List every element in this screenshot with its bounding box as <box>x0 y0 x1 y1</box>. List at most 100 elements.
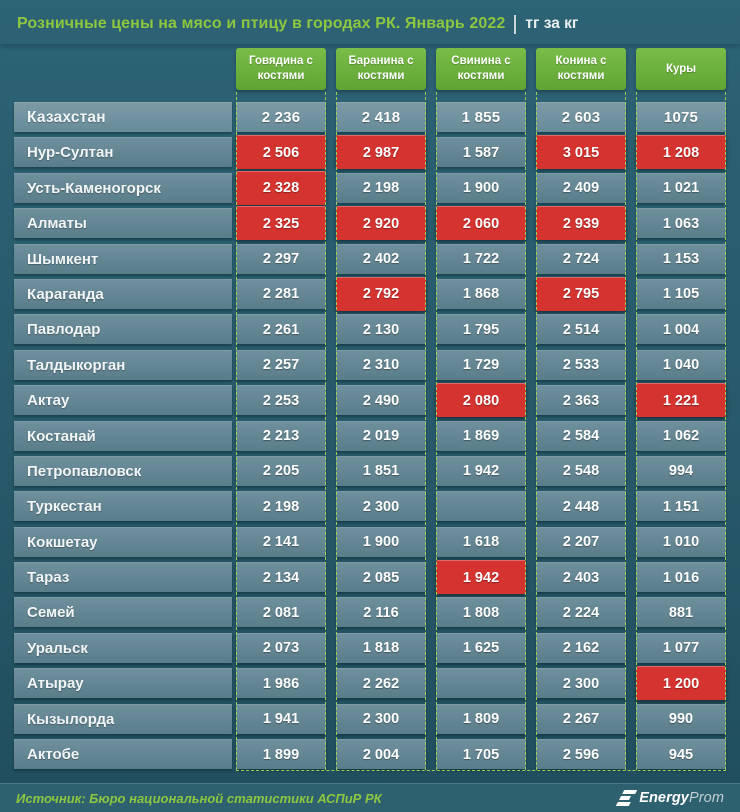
price-cell-highlighted: 1 200 <box>636 666 726 701</box>
price-cell: 2 548 <box>536 455 626 486</box>
price-cell: 1 941 <box>236 703 326 734</box>
price-cell: 2 198 <box>236 491 326 522</box>
table-row: Усть-Каменогорск 2 328 2 198 1 900 2 409 1 02… <box>14 170 726 205</box>
price-cell: 1 899 <box>236 739 326 770</box>
energyprom-logo-icon <box>615 790 638 806</box>
price-cell-highlighted: 2 325 <box>236 206 326 241</box>
table-row: Талдыкорган 2 257 2 310 1 729 2 533 1 040 <box>14 349 726 380</box>
price-cell: 2 514 <box>536 314 626 345</box>
row-label: Караганда <box>14 278 232 309</box>
price-cell: 2 085 <box>336 562 426 593</box>
price-cell: 2 262 <box>336 668 426 699</box>
price-cell-highlighted: 2 920 <box>336 206 426 241</box>
price-cell: 1 851 <box>336 455 426 486</box>
price-cell: 1075 <box>636 102 726 132</box>
column-header: Говядина с костями <box>236 48 326 90</box>
price-cell: 2 448 <box>536 491 626 522</box>
price-cell: 1 729 <box>436 349 526 380</box>
table-row: Петропавловск 2 205 1 851 1 942 2 548 994 <box>14 455 726 486</box>
price-cell: 881 <box>636 597 726 628</box>
price-cell: 2 141 <box>236 526 326 557</box>
price-cell-highlighted: 2 328 <box>236 170 326 205</box>
row-label: Кокшетау <box>14 526 232 557</box>
row-label: Актобе <box>14 739 232 770</box>
price-cell: 2 224 <box>536 597 626 628</box>
price-cell-highlighted: 2 939 <box>536 206 626 241</box>
price-cell: 1 722 <box>436 243 526 274</box>
price-cell: 2 310 <box>336 349 426 380</box>
logo-bar <box>619 796 632 800</box>
price-cell: 1 587 <box>436 137 526 168</box>
table-row: Казахстан 2 236 2 418 1 855 2 603 1075 <box>14 102 726 132</box>
price-cell: 994 <box>636 455 726 486</box>
price-cell: 945 <box>636 739 726 770</box>
price-cell: 2 257 <box>236 349 326 380</box>
column-header: Конина с костями <box>536 48 626 90</box>
price-cell: 1 808 <box>436 597 526 628</box>
table-header-row: Говядина с костями Баранина с костями Свин… <box>14 48 726 90</box>
row-label: Шымкент <box>14 243 232 274</box>
price-cell: 1 004 <box>636 314 726 345</box>
price-cell: 2 300 <box>336 491 426 522</box>
price-cell: 2 073 <box>236 632 326 663</box>
price-cell: 1 153 <box>636 243 726 274</box>
row-label: Талдыкорган <box>14 349 232 380</box>
price-cell-highlighted: 3 015 <box>536 135 626 170</box>
table-row: Тараз 2 134 2 085 1 942 2 403 1 016 <box>14 560 726 595</box>
price-cell: 990 <box>636 703 726 734</box>
table-row: Павлодар 2 261 2 130 1 795 2 514 1 004 <box>14 314 726 345</box>
row-label: Костанай <box>14 420 232 451</box>
price-cell: 1 809 <box>436 703 526 734</box>
price-cell: 1 942 <box>436 455 526 486</box>
page-title: Розничные цены на мясо и птицу в городах… <box>0 0 740 44</box>
price-cell: 1 077 <box>636 632 726 663</box>
price-cell: 2 116 <box>336 597 426 628</box>
row-label: Казахстан <box>14 102 232 132</box>
price-cell: 1 855 <box>436 102 526 132</box>
price-cell: 2 409 <box>536 172 626 203</box>
price-cell: 1 618 <box>436 526 526 557</box>
price-cell: 2 533 <box>536 349 626 380</box>
table-row: Туркестан 2 198 2 300 2 448 1 151 <box>14 491 726 522</box>
price-cell: 2 363 <box>536 385 626 416</box>
column-header: Свинина с костями <box>436 48 526 90</box>
price-cell: 2 300 <box>336 703 426 734</box>
price-cell-highlighted: 2 987 <box>336 135 426 170</box>
price-cell: 2 596 <box>536 739 626 770</box>
price-cell: 2 162 <box>536 632 626 663</box>
price-table-body: Казахстан 2 236 2 418 1 855 2 603 1075 Нур-Сул… <box>14 102 726 770</box>
price-cell: 1 869 <box>436 420 526 451</box>
row-label: Кызылорда <box>14 703 232 734</box>
table-row: Караганда 2 281 2 792 1 868 2 795 1 105 <box>14 276 726 311</box>
row-label: Нур-Султан <box>14 137 232 168</box>
column-header: Баранина с костями <box>336 48 426 90</box>
column-header: Куры <box>636 48 726 90</box>
price-cell: 1 105 <box>636 278 726 309</box>
brand-name: EnergyProm <box>639 790 724 806</box>
price-cell: 2 267 <box>536 703 626 734</box>
price-cell: 2 724 <box>536 243 626 274</box>
table-row: Актау 2 253 2 490 2 080 2 363 1 221 <box>14 383 726 418</box>
table-row: Атырау 1 986 2 262 2 300 1 200 <box>14 666 726 701</box>
price-cell: 2 019 <box>336 420 426 451</box>
price-cell: 2 261 <box>236 314 326 345</box>
logo-bar <box>615 802 632 806</box>
table-row: Нур-Султан 2 506 2 987 1 587 3 015 1 208 <box>14 135 726 170</box>
title-divider <box>514 14 517 34</box>
table-row: Костанай 2 213 2 019 1 869 2 584 1 062 <box>14 420 726 451</box>
row-label: Семей <box>14 597 232 628</box>
row-label: Тараз <box>14 562 232 593</box>
footer-bar: Источник: Бюро национальной статистики А… <box>0 783 740 812</box>
table-row: Шымкент 2 297 2 402 1 722 2 724 1 153 <box>14 243 726 274</box>
price-cell: 1 021 <box>636 172 726 203</box>
header-spacer <box>14 48 236 90</box>
price-cell: 1 062 <box>636 420 726 451</box>
row-label: Алматы <box>14 208 232 239</box>
title-text: Розничные цены на мясо и птицу в городах… <box>17 15 506 32</box>
title-unit: тг за кг <box>525 15 579 32</box>
row-label: Павлодар <box>14 314 232 345</box>
price-cell-highlighted: 2 506 <box>236 135 326 170</box>
price-cell: 1 625 <box>436 632 526 663</box>
table-row: Семей 2 081 2 116 1 808 2 224 881 <box>14 597 726 628</box>
